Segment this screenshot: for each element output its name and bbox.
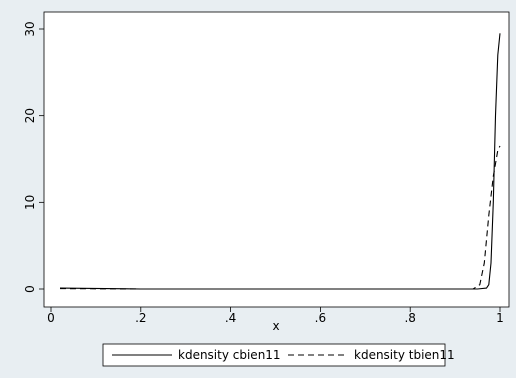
y-tick-label: 0	[23, 285, 37, 293]
x-tick-label: .8	[404, 311, 415, 325]
x-axis-title: x	[272, 319, 279, 333]
plot-area	[43, 11, 510, 308]
x-tick-label: 1	[496, 311, 504, 325]
x-tick-label: .4	[225, 311, 236, 325]
legend: kdensity cbien11 kdensity tbien11	[102, 343, 455, 367]
y-tick-label: 20	[23, 108, 37, 123]
series-layer	[59, 33, 501, 290]
y-tick-label: 10	[23, 195, 37, 210]
series-line-1	[59, 145, 501, 290]
x-axis: 0 .2 .4 .6 .8 1	[47, 307, 504, 325]
legend-label-tbien11: kdensity tbien11	[354, 348, 455, 362]
y-tick-label: 30	[23, 21, 37, 36]
y-axis: 0 10 20 30	[23, 21, 44, 293]
x-tick-label: .2	[135, 311, 146, 325]
x-tick-label: .6	[315, 311, 326, 325]
x-tick-label: 0	[47, 311, 55, 325]
legend-box	[102, 343, 446, 367]
legend-label-cbien11: kdensity cbien11	[178, 348, 281, 362]
